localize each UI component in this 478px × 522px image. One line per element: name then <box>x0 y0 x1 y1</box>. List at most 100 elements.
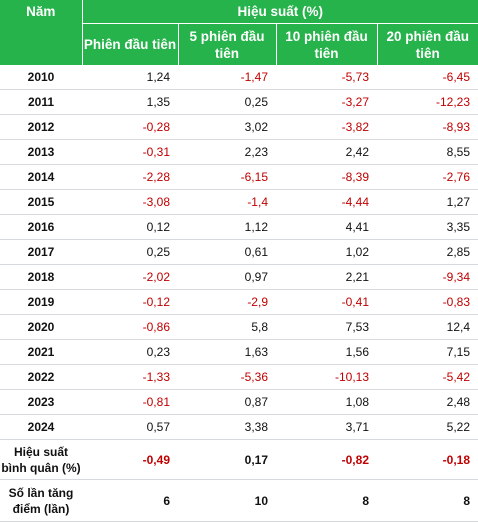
value-cell: -5,42 <box>377 364 478 390</box>
table-row: 2016 0,12 1,12 4,41 3,35 <box>0 214 478 240</box>
value-cell: 7,15 <box>377 339 478 365</box>
value-cell: 2,42 <box>276 139 377 165</box>
table-row: 2018 -2,02 0,97 2,21 -9,34 <box>0 264 478 290</box>
year-column-header: Năm <box>0 0 83 65</box>
value-cell: 3,02 <box>178 114 276 140</box>
average-value: 0,17 <box>178 439 276 480</box>
value-cell: 1,63 <box>178 339 276 365</box>
value-cell: 0,97 <box>178 264 276 290</box>
session-header-1: Phiên đầu tiên <box>82 23 179 65</box>
value-cell: 0,87 <box>178 389 276 415</box>
value-cell: 0,23 <box>82 339 178 365</box>
value-cell: 1,08 <box>276 389 377 415</box>
value-cell: -1,33 <box>82 364 178 390</box>
value-cell: -0,86 <box>82 314 178 340</box>
table-row: 2011 1,35 0,25 -3,27 -12,23 <box>0 89 478 115</box>
value-cell: -9,34 <box>377 264 478 290</box>
table-row: 2020 -0,86 5,8 7,53 12,4 <box>0 314 478 340</box>
table-body: 2010 1,24 -1,47 -5,73 -6,45 2011 1,35 0,25 -3,27… <box>0 65 478 522</box>
value-cell: 1,12 <box>178 214 276 240</box>
year-cell: 2017 <box>0 239 82 265</box>
value-cell: -6,45 <box>377 65 478 90</box>
year-cell: 2018 <box>0 264 82 290</box>
value-cell: -1,4 <box>178 189 276 215</box>
year-cell: 2010 <box>0 65 82 90</box>
value-cell: -3,27 <box>276 89 377 115</box>
value-cell: -8,39 <box>276 164 377 190</box>
value-cell: 0,25 <box>82 239 178 265</box>
value-cell: -5,36 <box>178 364 276 390</box>
value-cell: -10,13 <box>276 364 377 390</box>
value-cell: 2,21 <box>276 264 377 290</box>
value-cell: -5,73 <box>276 65 377 90</box>
session-header-20: 20 phiên đầu tiên <box>377 23 478 65</box>
value-cell: 2,48 <box>377 389 478 415</box>
year-cell: 2020 <box>0 314 82 340</box>
value-cell: -2,76 <box>377 164 478 190</box>
average-row: Hiệu suất bình quân (%) -0,49 0,17 -0,82… <box>0 439 478 480</box>
value-cell: 4,41 <box>276 214 377 240</box>
value-cell: 1,35 <box>82 89 178 115</box>
value-cell: 5,8 <box>178 314 276 340</box>
table-row: 2014 -2,28 -6,15 -8,39 -2,76 <box>0 164 478 190</box>
value-cell: -3,08 <box>82 189 178 215</box>
value-cell: -2,9 <box>178 289 276 315</box>
value-cell: -6,15 <box>178 164 276 190</box>
value-cell: -0,28 <box>82 114 178 140</box>
value-cell: 0,25 <box>178 89 276 115</box>
value-cell: -0,81 <box>82 389 178 415</box>
performance-group-header: Hiệu suất (%) <box>82 0 478 24</box>
value-cell: -2,02 <box>82 264 178 290</box>
average-value: -0,49 <box>82 439 178 480</box>
value-cell: 2,85 <box>377 239 478 265</box>
year-cell: 2014 <box>0 164 82 190</box>
value-cell: -0,12 <box>82 289 178 315</box>
value-cell: 3,35 <box>377 214 478 240</box>
value-cell: 5,22 <box>377 414 478 440</box>
year-cell: 2021 <box>0 339 82 365</box>
table-row: 2012 -0,28 3,02 -3,82 -8,93 <box>0 114 478 140</box>
year-cell: 2016 <box>0 214 82 240</box>
count-value: 6 <box>82 479 178 522</box>
table-row: 2010 1,24 -1,47 -5,73 -6,45 <box>0 65 478 90</box>
table-row: 2023 -0,81 0,87 1,08 2,48 <box>0 389 478 415</box>
year-cell: 2019 <box>0 289 82 315</box>
session-header-5: 5 phiên đầu tiên <box>178 23 277 65</box>
table-row: 2013 -0,31 2,23 2,42 8,55 <box>0 139 478 165</box>
year-cell: 2023 <box>0 389 82 415</box>
value-cell: -2,28 <box>82 164 178 190</box>
year-cell: 2024 <box>0 414 82 440</box>
count-row: Số lần tăng điểm (lần) 6 10 8 8 <box>0 479 478 522</box>
count-value: 8 <box>377 479 478 522</box>
value-cell: -8,93 <box>377 114 478 140</box>
value-cell: -3,82 <box>276 114 377 140</box>
year-cell: 2012 <box>0 114 82 140</box>
value-cell: -4,44 <box>276 189 377 215</box>
year-cell: 2013 <box>0 139 82 165</box>
year-cell: 2022 <box>0 364 82 390</box>
table-row: 2015 -3,08 -1,4 -4,44 1,27 <box>0 189 478 215</box>
table-row: 2021 0,23 1,63 1,56 7,15 <box>0 339 478 365</box>
count-value: 8 <box>276 479 377 522</box>
table-row: 2024 0,57 3,38 3,71 5,22 <box>0 414 478 440</box>
value-cell: 7,53 <box>276 314 377 340</box>
session-header-10: 10 phiên đầu tiên <box>276 23 378 65</box>
count-value: 10 <box>178 479 276 522</box>
year-cell: 2015 <box>0 189 82 215</box>
table-row: 2022 -1,33 -5,36 -10,13 -5,42 <box>0 364 478 390</box>
value-cell: -0,41 <box>276 289 377 315</box>
value-cell: 0,57 <box>82 414 178 440</box>
value-cell: 1,56 <box>276 339 377 365</box>
table-row: 2019 -0,12 -2,9 -0,41 -0,83 <box>0 289 478 315</box>
average-label: Hiệu suất bình quân (%) <box>0 439 82 480</box>
table-header: Năm Hiệu suất (%) Phiên đầu tiên 5 phiên… <box>0 0 478 65</box>
value-cell: 1,27 <box>377 189 478 215</box>
average-value: -0,82 <box>276 439 377 480</box>
value-cell: 0,12 <box>82 214 178 240</box>
value-cell: 2,23 <box>178 139 276 165</box>
value-cell: 0,61 <box>178 239 276 265</box>
value-cell: 12,4 <box>377 314 478 340</box>
value-cell: 1,24 <box>82 65 178 90</box>
